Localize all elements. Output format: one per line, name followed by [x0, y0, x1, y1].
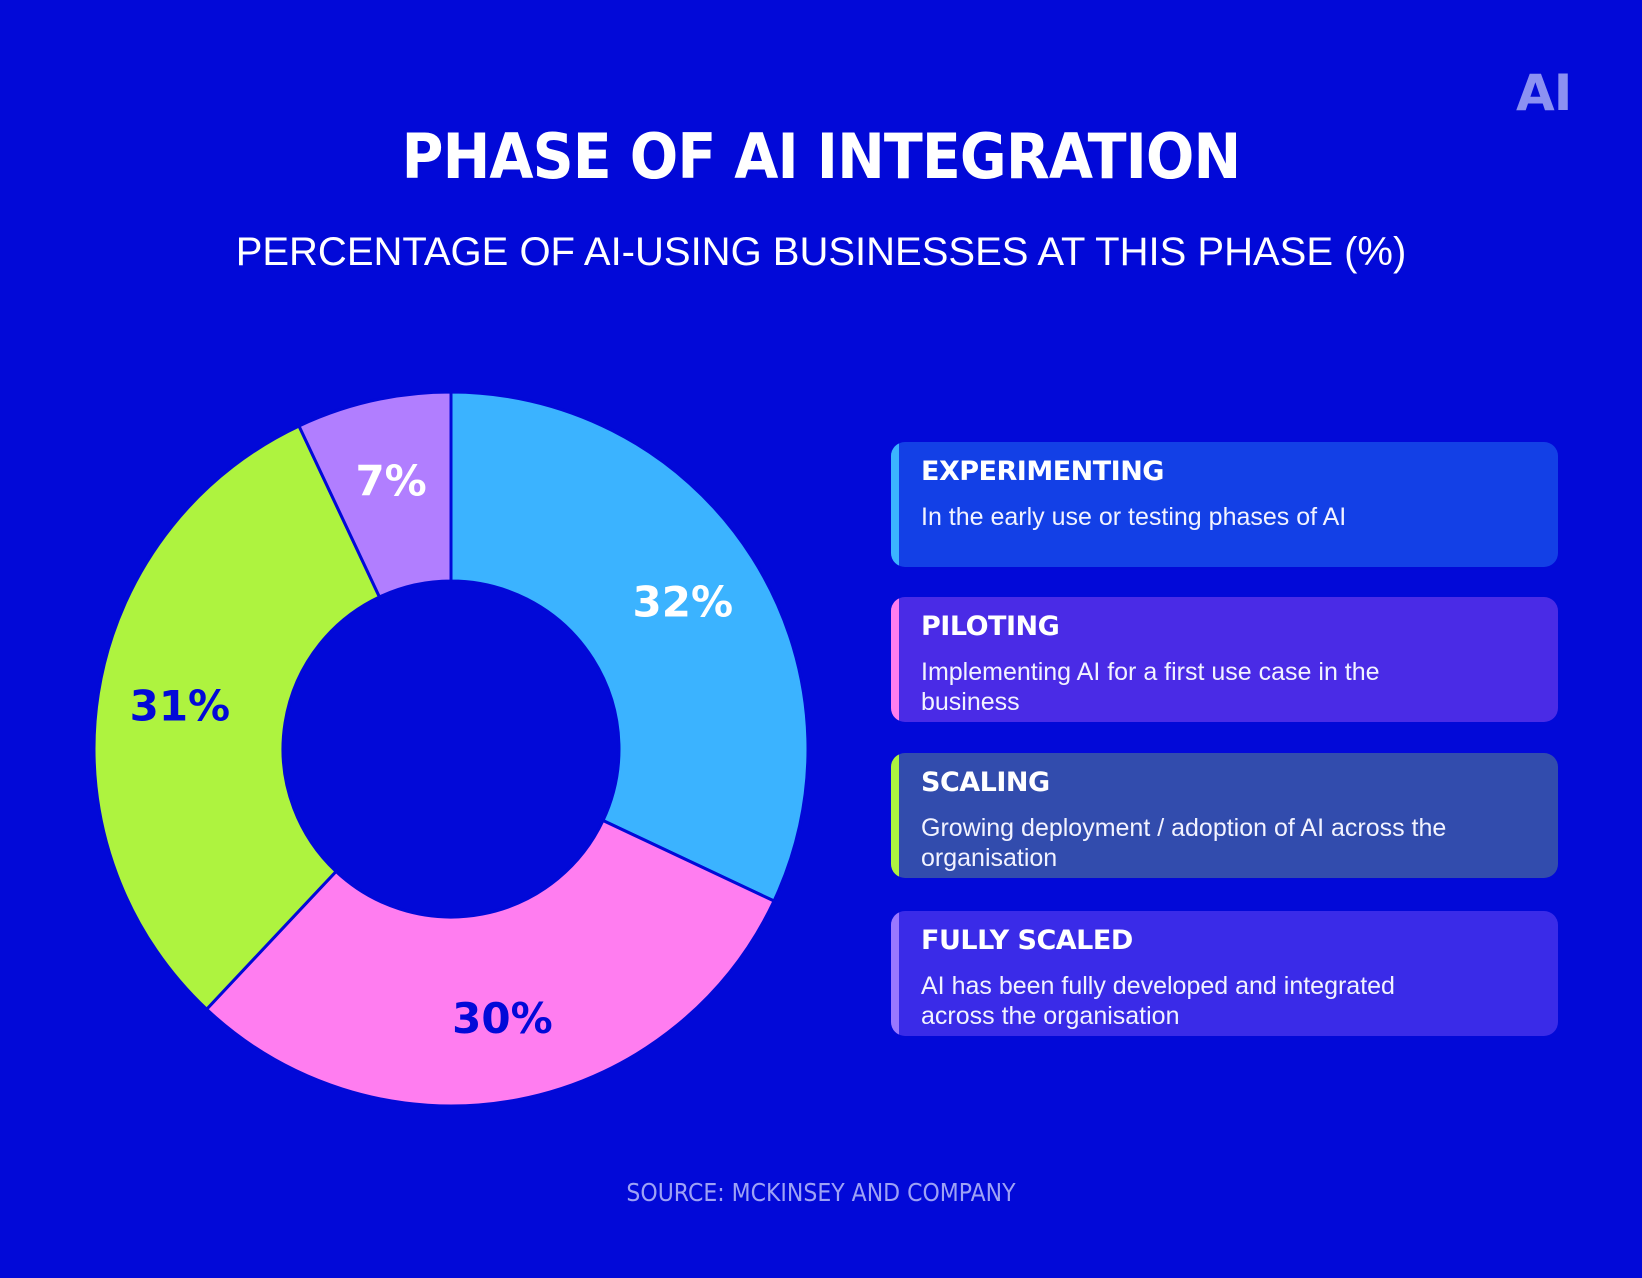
legend-title: FULLY SCALED — [921, 925, 1133, 956]
brand-logo: AI — [1516, 64, 1572, 122]
legend-accent-bar — [891, 442, 899, 567]
legend-title: SCALING — [921, 767, 1050, 798]
donut-slice-piloting — [204, 818, 777, 1108]
legend-title: PILOTING — [921, 611, 1060, 642]
legend-card-piloting: PILOTING Implementing AI for a first use… — [891, 597, 1558, 722]
legend-accent-bar — [891, 753, 899, 878]
legend-card-fully-scaled: FULLY SCALED AI has been fully developed… — [891, 911, 1558, 1036]
donut-slice-scaling — [92, 423, 382, 1012]
donut-slice-value-label: 31% — [130, 682, 231, 731]
donut-slice-experimenting — [449, 390, 810, 903]
legend-accent-bar — [891, 911, 899, 1036]
legend-accent-bar — [891, 597, 899, 722]
chart-title: PHASE OF AI INTEGRATION — [401, 120, 1242, 193]
chart-subtitle: PERCENTAGE OF AI-USING BUSINESSES AT THI… — [235, 230, 1407, 274]
donut-slice-value-label: 7% — [355, 457, 426, 506]
legend-description: AI has been fully developed and integrat… — [921, 972, 1395, 1030]
legend-description: Growing deployment / adoption of AI acro… — [921, 814, 1447, 872]
source-note: SOURCE: MCKINSEY AND COMPANY — [626, 1178, 1016, 1207]
legend-description: Implementing AI for a first use case in … — [921, 658, 1380, 716]
legend-card-experimenting: EXPERIMENTING In the early use or testin… — [891, 442, 1558, 567]
legend-title: EXPERIMENTING — [921, 456, 1164, 487]
donut-slice-value-label: 32% — [633, 577, 734, 626]
legend-card-scaling: SCALING Growing deployment / adoption of… — [891, 753, 1558, 878]
donut-slice-value-label: 30% — [452, 994, 553, 1043]
legend-description: In the early use or testing phases of AI — [921, 503, 1347, 531]
donut-slice-fully-scaled — [297, 390, 453, 599]
